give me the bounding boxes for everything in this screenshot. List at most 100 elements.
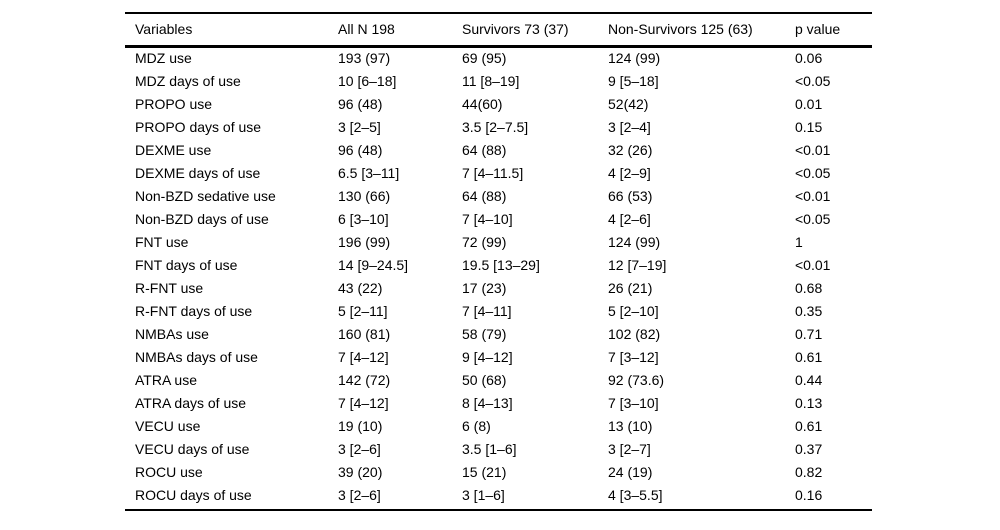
all-value-cell: 39 (20) bbox=[338, 463, 383, 480]
all-value-cell: 96 (48) bbox=[338, 95, 383, 112]
survivors-value-cell: 17 (23) bbox=[462, 279, 507, 296]
table-row: NMBAs days of use 7 [4–12] 9 [4–12] 7 [3–12… bbox=[125, 345, 872, 368]
p-value-cell: <0.01 bbox=[795, 141, 831, 158]
non-survivors-value-cell: 4 [3–5.5] bbox=[608, 486, 663, 503]
variable-cell: NMBAs use bbox=[135, 325, 209, 342]
variable-cell: NMBAs days of use bbox=[135, 348, 258, 365]
all-value-cell: 6 [3–10] bbox=[338, 210, 389, 227]
non-survivors-value-cell: 124 (99) bbox=[608, 50, 661, 67]
variable-cell: Non-BZD sedative use bbox=[135, 187, 276, 204]
non-survivors-value-cell: 12 [7–19] bbox=[608, 256, 667, 273]
non-survivors-value-cell: 3 [2–7] bbox=[608, 440, 651, 457]
p-value-cell: 0.61 bbox=[795, 348, 823, 365]
survivors-value-cell: 58 (79) bbox=[462, 325, 507, 342]
column-header-non-survivors: Non-Survivors 125 (63) bbox=[608, 14, 795, 48]
survivors-value-cell: 6 (8) bbox=[462, 417, 491, 434]
non-survivors-value-cell: 24 (19) bbox=[608, 463, 653, 480]
all-value-cell: 10 [6–18] bbox=[338, 72, 397, 89]
p-value-cell: <0.01 bbox=[795, 187, 831, 204]
table-row: DEXME days of use 6.5 [3–11] 7 [4–11.5] 4 [… bbox=[125, 161, 872, 184]
variable-cell: PROPO days of use bbox=[135, 118, 262, 135]
survivors-value-cell: 15 (21) bbox=[462, 463, 507, 480]
non-survivors-value-cell: 66 (53) bbox=[608, 187, 653, 204]
survivors-value-cell: 3 [1–6] bbox=[462, 486, 505, 503]
all-value-cell: 130 (66) bbox=[338, 187, 391, 204]
table-header: Variables All N 198 Survivors 73 (37) No… bbox=[125, 14, 872, 48]
all-value-cell: 6.5 [3–11] bbox=[338, 164, 400, 181]
header-row: Variables All N 198 Survivors 73 (37) No… bbox=[125, 14, 872, 48]
p-value-cell: 0.13 bbox=[795, 394, 823, 411]
p-value-cell: 0.06 bbox=[795, 50, 823, 67]
p-value-cell: 0.82 bbox=[795, 463, 823, 480]
survivors-value-cell: 44(60) bbox=[462, 95, 503, 112]
non-survivors-value-cell: 52(42) bbox=[608, 95, 649, 112]
p-value-cell: 0.61 bbox=[795, 417, 823, 434]
variable-cell: Non-BZD days of use bbox=[135, 210, 269, 227]
variable-cell: VECU days of use bbox=[135, 440, 250, 457]
p-value-cell: 0.68 bbox=[795, 279, 823, 296]
survivors-value-cell: 3.5 [1–6] bbox=[462, 440, 517, 457]
table-row: NMBAs use 160 (81) 58 (79) 102 (82) 0.71 bbox=[125, 322, 872, 345]
variable-cell: FNT days of use bbox=[135, 256, 238, 273]
variable-cell: DEXME days of use bbox=[135, 164, 261, 181]
p-value-cell: 0.71 bbox=[795, 325, 823, 342]
p-value-cell: <0.01 bbox=[795, 256, 831, 273]
survivors-value-cell: 69 (95) bbox=[462, 50, 507, 67]
variable-cell: MDZ use bbox=[135, 50, 192, 67]
p-value-cell: 0.44 bbox=[795, 371, 823, 388]
table-row: VECU use 19 (10) 6 (8) 13 (10) 0.61 bbox=[125, 414, 872, 437]
all-value-cell: 14 [9–24.5] bbox=[338, 256, 409, 273]
column-header-survivors: Survivors 73 (37) bbox=[462, 14, 608, 48]
non-survivors-value-cell: 4 [2–9] bbox=[608, 164, 651, 181]
all-value-cell: 19 (10) bbox=[338, 417, 383, 434]
table-row: DEXME use 96 (48) 64 (88) 32 (26) <0.01 bbox=[125, 138, 872, 161]
table-row: Non-BZD sedative use 130 (66) 64 (88) 66 (5… bbox=[125, 184, 872, 207]
table-row: PROPO days of use 3 [2–5] 3.5 [2–7.5] 3 [2–… bbox=[125, 115, 872, 138]
all-value-cell: 3 [2–6] bbox=[338, 440, 381, 457]
all-value-cell: 43 (22) bbox=[338, 279, 383, 296]
table-row: FNT use 196 (99) 72 (99) 124 (99) 1 bbox=[125, 230, 872, 253]
non-survivors-value-cell: 32 (26) bbox=[608, 141, 653, 158]
column-header-p-value: p value bbox=[795, 14, 872, 48]
all-value-cell: 193 (97) bbox=[338, 50, 391, 67]
all-value-cell: 160 (81) bbox=[338, 325, 391, 342]
variable-cell: ATRA days of use bbox=[135, 394, 247, 411]
non-survivors-value-cell: 7 [3–10] bbox=[608, 394, 659, 411]
variable-cell: MDZ days of use bbox=[135, 72, 241, 89]
survivors-value-cell: 3.5 [2–7.5] bbox=[462, 118, 529, 135]
table-row: R-FNT days of use 5 [2–11] 7 [4–11] 5 [2–10… bbox=[125, 299, 872, 322]
variable-cell: PROPO use bbox=[135, 95, 213, 112]
non-survivors-value-cell: 102 (82) bbox=[608, 325, 661, 342]
table-row: R-FNT use 43 (22) 17 (23) 26 (21) 0.68 bbox=[125, 276, 872, 299]
p-value-cell: 0.15 bbox=[795, 118, 823, 135]
all-value-cell: 96 (48) bbox=[338, 141, 383, 158]
survivors-value-cell: 19.5 [13–29] bbox=[462, 256, 540, 273]
survivors-value-cell: 11 [8–19] bbox=[462, 72, 520, 89]
survivors-value-cell: 7 [4–11.5] bbox=[462, 164, 524, 181]
column-header-variables: Variables bbox=[125, 14, 338, 48]
non-survivors-value-cell: 124 (99) bbox=[608, 233, 661, 250]
variable-cell: ATRA use bbox=[135, 371, 197, 388]
table-row: PROPO use 96 (48) 44(60) 52(42) 0.01 bbox=[125, 92, 872, 115]
all-value-cell: 5 [2–11] bbox=[338, 302, 388, 319]
survivors-value-cell: 7 [4–10] bbox=[462, 210, 513, 227]
non-survivors-value-cell: 4 [2–6] bbox=[608, 210, 651, 227]
p-value-cell: 0.37 bbox=[795, 440, 823, 457]
variable-cell: VECU use bbox=[135, 417, 201, 434]
all-value-cell: 142 (72) bbox=[338, 371, 391, 388]
non-survivors-value-cell: 3 [2–4] bbox=[608, 118, 651, 135]
survivors-value-cell: 72 (99) bbox=[462, 233, 507, 250]
all-value-cell: 7 [4–12] bbox=[338, 348, 389, 365]
variable-cell: FNT use bbox=[135, 233, 189, 250]
column-header-all: All N 198 bbox=[338, 14, 462, 48]
table-row: VECU days of use 3 [2–6] 3.5 [1–6] 3 [2–7] 0… bbox=[125, 437, 872, 460]
p-value-cell: 0.01 bbox=[795, 95, 823, 112]
p-value-cell: <0.05 bbox=[795, 72, 831, 89]
non-survivors-value-cell: 13 (10) bbox=[608, 417, 653, 434]
all-value-cell: 196 (99) bbox=[338, 233, 391, 250]
variable-cell: ROCU days of use bbox=[135, 486, 252, 503]
p-value-cell: <0.05 bbox=[795, 210, 831, 227]
all-value-cell: 3 [2–5] bbox=[338, 118, 381, 135]
table-row: ATRA days of use 7 [4–12] 8 [4–13] 7 [3–10]… bbox=[125, 391, 872, 414]
variable-cell: ROCU use bbox=[135, 463, 203, 480]
